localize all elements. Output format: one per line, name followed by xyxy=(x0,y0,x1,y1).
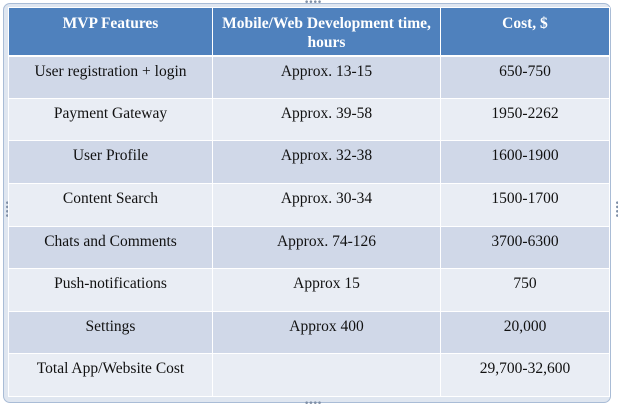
header-features: MVP Features xyxy=(8,7,213,57)
total-row: Total App/Website Cost 29,700-32,600 xyxy=(8,353,610,397)
feature-cell: Settings xyxy=(8,310,213,355)
cost-cell: 3700-6300 xyxy=(440,225,610,270)
cost-cell: 1500-1700 xyxy=(440,182,610,227)
table-row: Content Search Approx. 30-34 1500-1700 xyxy=(8,182,610,227)
total-label-cell: Total App/Website Cost xyxy=(8,353,213,397)
feature-cell: User registration + login xyxy=(8,55,213,99)
time-cell: Approx 400 xyxy=(212,310,441,355)
cost-cell: 750 xyxy=(440,268,610,312)
feature-cell: User Profile xyxy=(8,140,213,184)
resize-handle-left[interactable]: •••• xyxy=(1,200,11,218)
table-row: User Profile Approx. 32-38 1600-1900 xyxy=(8,140,610,184)
table-row: Payment Gateway Approx. 39-58 1950-2262 xyxy=(8,97,610,142)
resize-handle-bottom[interactable]: •••• xyxy=(304,399,322,409)
total-time-cell xyxy=(212,353,441,397)
cost-cell: 20,000 xyxy=(440,310,610,355)
time-cell: Approx 15 xyxy=(212,268,441,312)
cost-cell: 1600-1900 xyxy=(440,140,610,184)
time-cell: Approx. 74-126 xyxy=(212,225,441,270)
table-row: Chats and Comments Approx. 74-126 3700-6… xyxy=(8,225,610,270)
header-cost: Cost, $ xyxy=(440,7,610,57)
time-cell: Approx. 39-58 xyxy=(212,97,441,142)
time-cell: Approx. 13-15 xyxy=(212,55,441,99)
header-row: MVP Features Mobile/Web Development time… xyxy=(8,7,610,57)
cost-cell: 1950-2262 xyxy=(440,97,610,142)
table-row: Push-notifications Approx 15 750 xyxy=(8,268,610,312)
cost-cell: 650-750 xyxy=(440,55,610,99)
header-dev-time: Mobile/Web Development time, hours xyxy=(212,7,441,57)
feature-cell: Payment Gateway xyxy=(8,97,213,142)
feature-cell: Content Search xyxy=(8,182,213,227)
total-cost-cell: 29,700-32,600 xyxy=(440,353,610,397)
resize-handle-right[interactable]: •••• xyxy=(611,200,618,218)
time-cell: Approx. 32-38 xyxy=(212,140,441,184)
mvp-cost-table: MVP Features Mobile/Web Development time… xyxy=(8,7,610,397)
resize-handle-top[interactable]: •••• xyxy=(304,0,322,8)
table-row: Settings Approx 400 20,000 xyxy=(8,310,610,355)
feature-cell: Push-notifications xyxy=(8,268,213,312)
table-row: User registration + login Approx. 13-15 … xyxy=(8,55,610,99)
feature-cell: Chats and Comments xyxy=(8,225,213,270)
time-cell: Approx. 30-34 xyxy=(212,182,441,227)
